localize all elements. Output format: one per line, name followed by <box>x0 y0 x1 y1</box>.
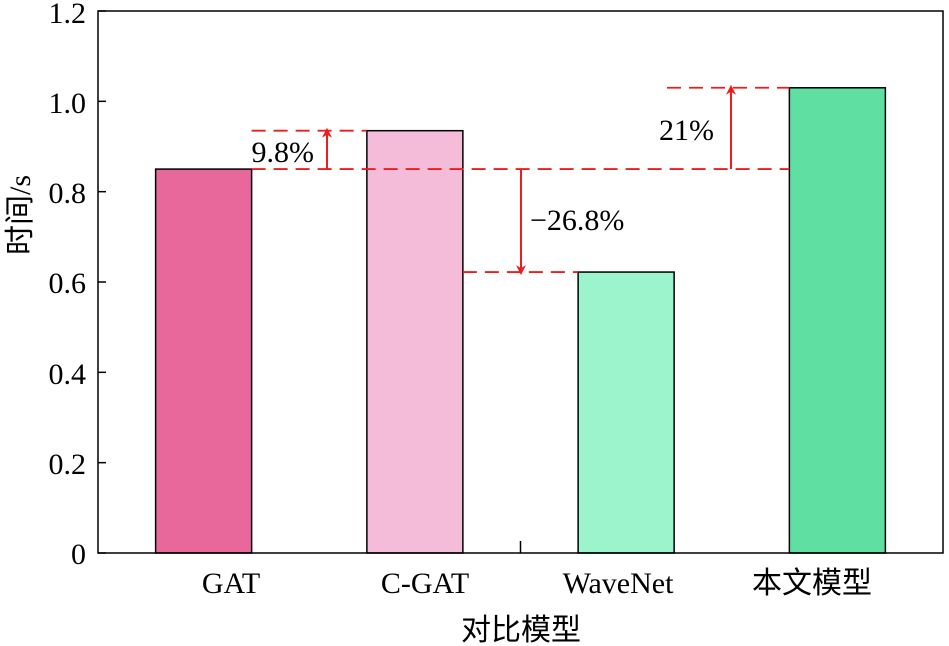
x-axis-title: 对比模型 <box>461 614 581 646</box>
x-tick-label: C-GAT <box>381 567 469 600</box>
bar <box>154 168 253 554</box>
y-tick-labels: 0 0.2 0.4 0.6 0.8 1.0 1.2 <box>49 0 87 571</box>
bar <box>577 271 675 554</box>
y-tick-label: 0 <box>71 538 86 571</box>
x-tick-label: GAT <box>202 567 260 600</box>
y-tick-label: 0.4 <box>49 358 87 391</box>
annotation-label: −26.8% <box>530 204 624 237</box>
annotation-label: 21% <box>659 114 714 147</box>
y-tick-label: 0.2 <box>49 448 87 481</box>
bar <box>788 87 887 554</box>
axes <box>97 10 944 554</box>
y-tick-label: 1.2 <box>49 0 87 30</box>
y-tick-label: 1.0 <box>49 87 87 120</box>
bar <box>366 129 464 554</box>
annotation-label: 9.8% <box>252 136 315 169</box>
x-tick-labels: GAT C-GAT WaveNet 本文模型 <box>202 567 872 600</box>
y-axis-title: 时间/s <box>4 175 37 255</box>
y-tick-label: 0.6 <box>49 267 87 300</box>
bars <box>154 87 887 554</box>
x-tick-label: 本文模型 <box>752 567 872 600</box>
x-tick-label: WaveNet <box>563 567 675 600</box>
annotations <box>251 84 790 276</box>
y-tick-label: 0.8 <box>49 177 87 210</box>
